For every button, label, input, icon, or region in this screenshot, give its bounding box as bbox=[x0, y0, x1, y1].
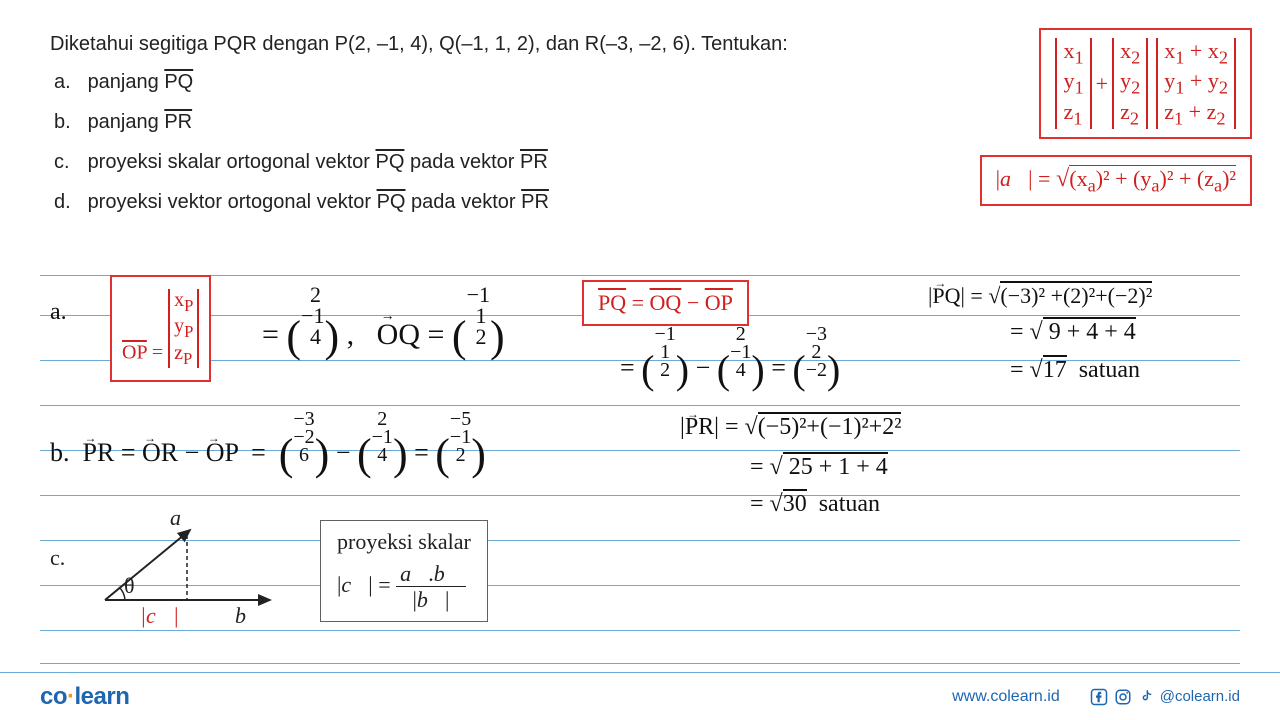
tiktok-icon bbox=[1138, 688, 1154, 706]
brand-logo: co·learn bbox=[40, 683, 129, 711]
hw-b-line: b. →PR = →OR − →OP = (−3−26) − (2−14) = … bbox=[50, 410, 486, 477]
tri-c-label: |c⃗| bbox=[140, 603, 179, 629]
tri-a-label: a⃗ bbox=[170, 505, 198, 531]
q-d-text: proyeksi vektor ortogonal vektor PQ pada… bbox=[88, 191, 549, 213]
q-b-label: b. bbox=[54, 103, 82, 141]
hw-pq-mag2: = √ 9 + 4 + 4 bbox=[1010, 320, 1136, 344]
facebook-icon bbox=[1090, 688, 1108, 706]
question-block: Diketahui segitiga PQR dengan P(2, –1, 4… bbox=[50, 25, 870, 223]
proyeksi-title: proyeksi skalar bbox=[337, 529, 471, 555]
brand-part2: learn bbox=[75, 683, 130, 710]
footer-url: www.colearn.id bbox=[952, 688, 1060, 706]
q-c-text: proyeksi skalar ortogonal vektor PQ pada… bbox=[88, 151, 548, 173]
question-intro: Diketahui segitiga PQR dengan P(2, –1, 4… bbox=[50, 25, 870, 63]
brand-part1: co bbox=[40, 683, 67, 710]
formula-proyeksi: proyeksi skalar |c⃗| = a⃗.b⃗ |b⃗| bbox=[320, 520, 488, 622]
q-d-label: d. bbox=[54, 183, 82, 221]
q-a-label: a. bbox=[54, 63, 82, 101]
hw-a-label: a. bbox=[50, 300, 67, 324]
hw-pr-mag3: = √30 satuan bbox=[750, 492, 880, 516]
formula-pq: PQ = OQ − OP bbox=[582, 280, 749, 326]
q-a-text: panjang PQ bbox=[88, 71, 194, 93]
triangle-diagram bbox=[95, 515, 295, 625]
tri-b-label: b⃗ bbox=[235, 603, 263, 629]
hw-pr-mag: |→PR| = √(−5)²+(−1)²+2² bbox=[680, 415, 901, 439]
formula-op: OP = xPyPzP bbox=[110, 275, 211, 382]
q-b-text: panjang PR bbox=[88, 111, 193, 133]
hw-pq-mag3: = √17 satuan bbox=[1010, 358, 1140, 382]
social-icons: @colearn.id bbox=[1090, 688, 1240, 706]
formula-matrix-sum: x1 + x2 x1 + x2 y1 y2 y1 + y2 z1 z2 z1 +… bbox=[1039, 28, 1252, 139]
tri-theta: θ bbox=[124, 573, 135, 599]
q-c-label: c. bbox=[54, 143, 82, 181]
instagram-icon bbox=[1114, 688, 1132, 706]
formula-magnitude: |a⃗| = √(xa)² + (ya)² + (za)² bbox=[980, 155, 1252, 206]
hw-pr-mag2: = √ 25 + 1 + 4 bbox=[750, 455, 888, 479]
hw-pq-mag: |→PQ| = √(−3)² +(2)²+(−2)² bbox=[928, 285, 1152, 307]
hw-pq-calc: = (−112) − (2−14) = (−32−2) bbox=[620, 325, 840, 390]
footer: co·learn www.colearn.id @colearn.id bbox=[0, 672, 1280, 720]
hw-c-label: c. bbox=[50, 545, 65, 571]
hw-op-eq: = ( 2−1 4) , →OQ = (−1 1 2) bbox=[262, 285, 505, 359]
social-handle: @colearn.id bbox=[1160, 688, 1240, 705]
